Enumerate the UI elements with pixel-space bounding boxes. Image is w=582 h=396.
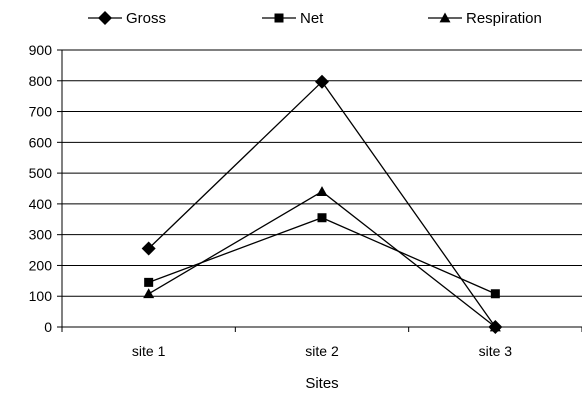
series-markers (141, 74, 503, 334)
x-tick-label: site 2 (305, 343, 339, 359)
y-tick-label: 100 (29, 288, 53, 304)
data-point-net (317, 213, 327, 223)
data-point-respiration (143, 288, 155, 299)
y-tick-labels: 0 100 200 300 400 500 600 700 800 900 (29, 42, 53, 335)
x-tick-label: site 3 (479, 343, 513, 359)
x-tick-labels: site 1 site 2 site 3 (132, 343, 512, 359)
data-point-gross (315, 74, 329, 89)
y-tick-label: 200 (29, 257, 53, 273)
y-tick-label: 600 (29, 134, 53, 150)
x-axis-title: Sites (305, 375, 338, 392)
data-point-respiration (316, 186, 328, 196)
y-tick-label: 0 (44, 319, 52, 335)
legend-marker-gross (98, 11, 112, 25)
legend-marker-net (274, 13, 284, 23)
y-tick-label: 700 (29, 104, 53, 120)
data-point-gross (141, 241, 156, 256)
y-tick-label: 900 (29, 42, 53, 58)
y-tick-label: 800 (29, 73, 53, 89)
legend-label-gross: Gross (126, 10, 166, 27)
data-point-net (144, 277, 154, 287)
data-point-net (490, 289, 500, 299)
y-tick-label: 300 (29, 227, 53, 243)
x-tick-label: site 1 (132, 343, 166, 359)
data-point-respiration (489, 321, 501, 332)
gridlines (62, 49, 582, 297)
legend: Gross Net Respiration (88, 10, 542, 27)
y-tick-label: 400 (29, 196, 53, 212)
legend-label-respiration: Respiration (466, 10, 542, 27)
y-tick-label: 500 (29, 165, 53, 181)
series-line-respiration (148, 190, 496, 328)
legend-marker-respiration (439, 12, 451, 23)
series-line-net (148, 217, 496, 295)
legend-label-net: Net (300, 10, 324, 27)
